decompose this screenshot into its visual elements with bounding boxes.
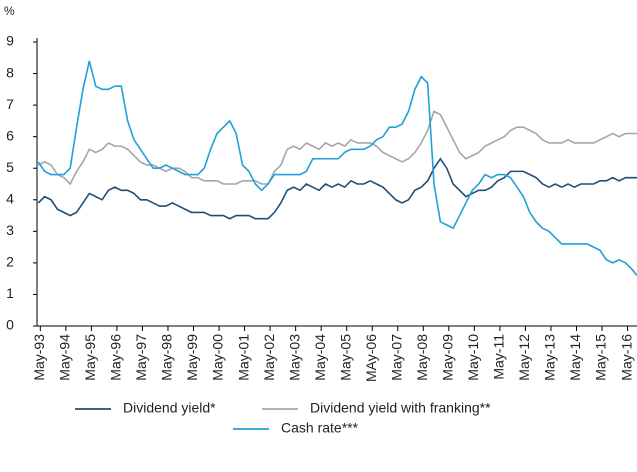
y-tick-label: 4 xyxy=(6,190,14,206)
x-tick-label: May-10 xyxy=(465,334,481,381)
y-tick-label: 6 xyxy=(6,127,14,143)
x-tick-label: May-97 xyxy=(133,334,149,381)
y-tick-label: 7 xyxy=(6,96,14,112)
x-tick-label: May-95 xyxy=(82,334,98,381)
y-tick-label: 0 xyxy=(6,317,14,333)
x-tick-label: May-99 xyxy=(184,334,200,381)
x-tick-label: May-11 xyxy=(491,334,507,380)
series-line xyxy=(37,60,637,277)
x-tick-label: May-05 xyxy=(337,334,353,381)
x-tick-label: May-96 xyxy=(108,334,124,381)
y-tick-label: 3 xyxy=(6,222,14,238)
x-tick-label: May-13 xyxy=(542,334,558,381)
y-tick-label: 8 xyxy=(6,64,14,80)
x-tick-label: May-09 xyxy=(440,334,456,381)
x-tick-label: MAy-06 xyxy=(363,334,379,382)
x-tick-label: May-08 xyxy=(414,334,430,381)
x-tick-label: May-07 xyxy=(388,334,404,381)
legend-label: Dividend yield with franking** xyxy=(310,400,491,416)
x-tick-label: May-02 xyxy=(261,334,277,381)
y-tick-label: 2 xyxy=(6,254,14,270)
y-tick-label: 1 xyxy=(6,285,14,301)
x-tick-label: May-15 xyxy=(593,334,609,381)
series-line xyxy=(37,110,637,186)
x-tick-label: May-01 xyxy=(235,334,251,381)
series-line xyxy=(37,157,637,220)
x-tick-label: May-16 xyxy=(618,334,634,381)
x-tick-label: May-03 xyxy=(286,334,302,381)
x-tick-label: May-00 xyxy=(210,334,226,381)
x-tick-label: May-94 xyxy=(57,334,73,381)
x-tick-label: May-12 xyxy=(516,334,532,381)
legend-label: Cash rate*** xyxy=(281,420,359,436)
x-tick-label: May-04 xyxy=(312,334,328,381)
y-unit-label: % xyxy=(4,4,15,18)
legend-label: Dividend yield* xyxy=(123,400,216,416)
y-tick-label: 9 xyxy=(6,33,14,49)
x-tick-label: May-14 xyxy=(567,334,583,381)
x-tick-label: May-98 xyxy=(159,334,175,381)
x-tick-label: May-93 xyxy=(31,334,47,381)
y-tick-label: 5 xyxy=(6,159,14,175)
